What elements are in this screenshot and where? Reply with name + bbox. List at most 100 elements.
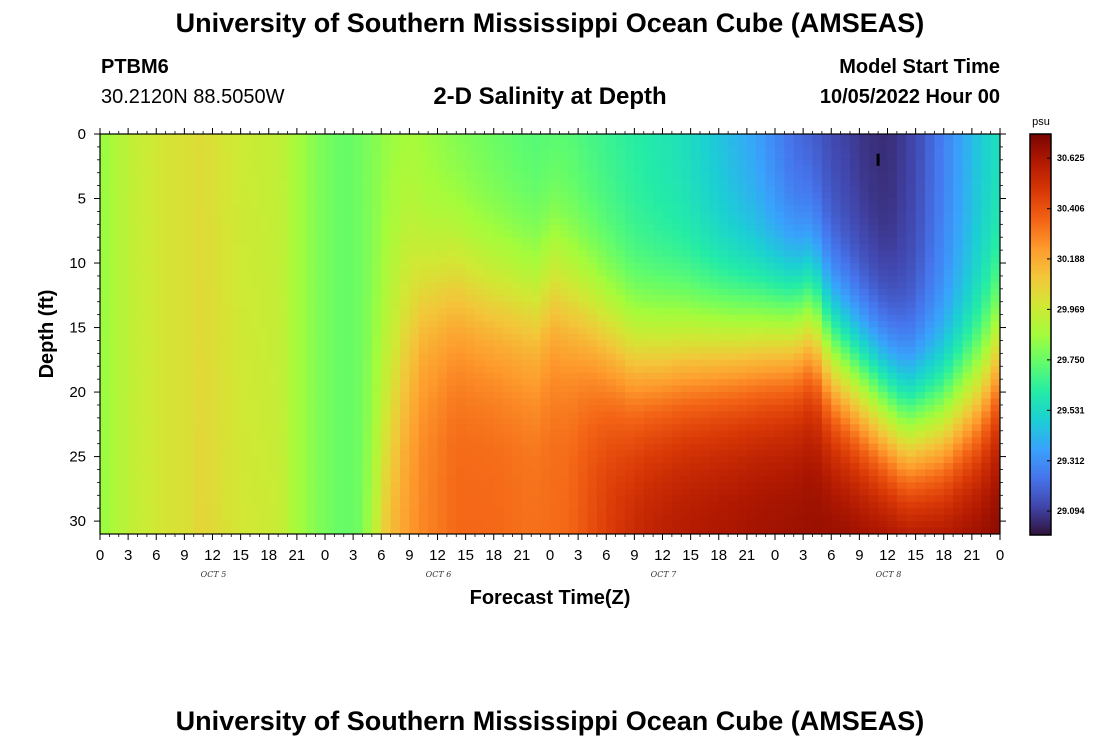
heatmap-cell [784, 379, 795, 387]
heatmap-cell [250, 159, 260, 167]
heatmap-cell [353, 230, 364, 238]
heatmap-cell [306, 321, 317, 329]
heatmap-cell [418, 527, 429, 534]
heatmap-cell [418, 269, 429, 277]
heatmap-cell [315, 243, 326, 251]
heatmap-cell [465, 334, 476, 342]
heatmap-cell [671, 179, 682, 187]
heatmap-cell [203, 256, 214, 264]
heatmap-cell [100, 263, 110, 271]
heatmap-cell [418, 172, 429, 180]
heatmap-cell [203, 172, 214, 180]
heatmap-cell [718, 404, 729, 413]
heatmap-cell [540, 217, 551, 225]
heatmap-cell [287, 521, 298, 529]
heatmap-cell [118, 140, 129, 148]
heatmap-cell [690, 514, 701, 522]
heatmap-cell [128, 353, 139, 361]
heatmap-cell [512, 521, 523, 529]
heatmap-cell [531, 508, 542, 516]
heatmap-cell [231, 250, 242, 258]
heatmap-cell [746, 392, 757, 400]
heatmap-cell [137, 243, 148, 251]
heatmap-cell [784, 211, 795, 219]
heatmap-cell [343, 411, 354, 419]
heatmap-cell [793, 508, 804, 516]
heatmap-cell [475, 269, 485, 277]
heatmap-cell [400, 140, 410, 148]
heatmap-cell [296, 166, 307, 174]
heatmap-cell [306, 482, 317, 490]
heatmap-cell [625, 237, 635, 245]
heatmap-cell [821, 527, 832, 534]
heatmap-cell [193, 230, 204, 238]
heatmap-cell [296, 192, 307, 200]
heatmap-cell [756, 275, 767, 283]
heatmap-cell [653, 327, 664, 335]
heatmap-cell [709, 501, 720, 509]
heatmap-cell [728, 192, 739, 200]
heatmap-cell [587, 198, 598, 206]
heatmap-cell [456, 301, 467, 309]
heatmap-cell [521, 508, 532, 516]
heatmap-cell [662, 288, 673, 296]
heatmap-cell [615, 153, 626, 161]
heatmap-cell [212, 359, 223, 367]
heatmap-cell [437, 282, 448, 290]
heatmap-cell [559, 250, 570, 258]
heatmap-cell [615, 179, 626, 187]
heatmap-cell [775, 424, 785, 432]
heatmap-cell [493, 392, 504, 400]
heatmap-cell [118, 353, 129, 361]
heatmap-cell [184, 334, 195, 342]
heatmap-cell [221, 314, 232, 322]
heatmap-cell [371, 250, 382, 258]
heatmap-cell [653, 134, 664, 142]
heatmap-cell [484, 192, 495, 200]
heatmap-cell [578, 237, 589, 245]
heatmap-cell [118, 243, 129, 251]
heatmap-cell [250, 463, 260, 471]
heatmap-cell [193, 146, 204, 154]
heatmap-cell [803, 488, 814, 496]
heatmap-cell [728, 475, 739, 483]
heatmap-cell [765, 243, 776, 251]
heatmap-cell [803, 308, 814, 316]
heatmap-cell [409, 314, 420, 322]
heatmap-cell [203, 359, 214, 367]
heatmap-cell [821, 521, 832, 529]
heatmap-cell [250, 443, 260, 451]
heatmap-cell [212, 443, 223, 451]
heatmap-cell [587, 475, 598, 483]
heatmap-cell [746, 385, 757, 393]
heatmap-cell [831, 282, 842, 290]
heatmap-cell [821, 237, 832, 245]
heatmap-cell [643, 334, 654, 342]
heatmap-cell [371, 463, 382, 471]
heatmap-cell [400, 411, 410, 419]
heatmap-cell [409, 450, 420, 458]
heatmap-cell [109, 521, 120, 529]
heatmap-cell [212, 172, 223, 180]
heatmap-cell [371, 379, 382, 387]
heatmap-cell [643, 282, 654, 290]
heatmap-cell [521, 263, 532, 271]
heatmap-cell [606, 288, 617, 296]
heatmap-cell [343, 404, 354, 413]
heatmap-cell [784, 488, 795, 496]
heatmap-cell [278, 346, 289, 354]
heatmap-cell [803, 366, 814, 374]
heatmap-cell [831, 359, 842, 367]
heatmap-cell [531, 198, 542, 206]
heatmap-cell [634, 256, 645, 264]
heatmap-cell [353, 153, 364, 161]
heatmap-cell [831, 134, 842, 142]
heatmap-cell [268, 463, 279, 471]
heatmap-cell [615, 172, 626, 180]
heatmap-cell [456, 398, 467, 406]
heatmap-cell [381, 430, 392, 438]
heatmap-cell [325, 501, 335, 509]
heatmap-cell [118, 463, 129, 471]
heatmap-cell [278, 134, 289, 142]
heatmap-cell [465, 404, 476, 413]
